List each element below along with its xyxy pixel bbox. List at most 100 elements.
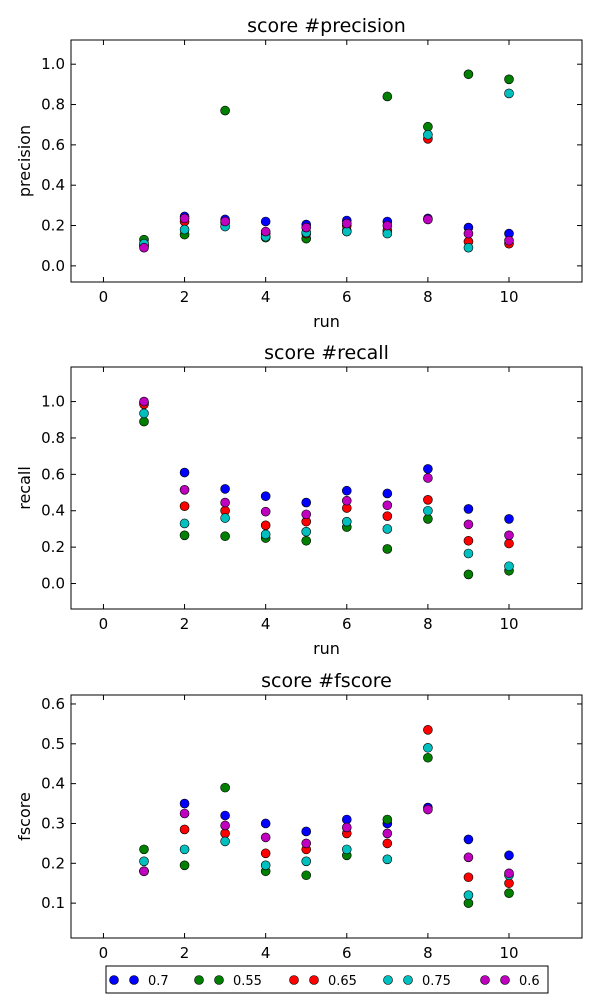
- y-tick-label: 0.6: [41, 136, 65, 154]
- data-point-series-0.55: [504, 888, 514, 898]
- data-point-series-0.55: [220, 531, 230, 542]
- x-tick-label: 0: [99, 615, 109, 633]
- data-point-series-0.55: [504, 74, 514, 85]
- data-point-series-0.7: [260, 491, 271, 501]
- legend-marker: [194, 975, 204, 985]
- data-point-series-0.6: [301, 838, 312, 849]
- data-point-series-0.6: [301, 222, 312, 233]
- y-tick-label: 1.0: [41, 55, 65, 73]
- data-point-series-0.55: [220, 782, 230, 793]
- x-tick-label: 0: [99, 944, 109, 962]
- x-tick-label: 6: [342, 944, 352, 962]
- data-point-series-0.55: [423, 121, 433, 132]
- data-point-series-0.6: [260, 506, 271, 517]
- y-tick-label: 1.0: [41, 393, 65, 411]
- data-point-series-0.75: [382, 524, 393, 534]
- x-tick-label: 4: [261, 615, 271, 633]
- data-point-series-0.65: [260, 848, 271, 859]
- data-point-series-0.75: [341, 226, 352, 237]
- data-point-series-0.55: [179, 530, 190, 541]
- chart-title: score #fscore: [261, 670, 392, 692]
- data-point-series-0.6: [139, 396, 149, 407]
- data-point-series-0.6: [139, 242, 149, 253]
- data-point-series-0.65: [382, 511, 393, 522]
- data-point-series-0.75: [220, 513, 230, 523]
- x-tick-label: 6: [342, 288, 352, 306]
- plot-area: [70, 694, 583, 939]
- data-point-series-0.75: [179, 224, 190, 235]
- y-tick-label: 0.4: [41, 775, 65, 793]
- x-tick-label: 2: [180, 288, 190, 306]
- legend-marker: [500, 975, 510, 985]
- x-tick-label: 8: [423, 615, 433, 633]
- x-tick-label: 0: [99, 288, 109, 306]
- x-tick-label: 2: [180, 944, 190, 962]
- data-point-series-0.7: [463, 834, 474, 845]
- data-point-series-0.6: [341, 822, 352, 833]
- data-point-series-0.6: [463, 519, 474, 530]
- data-point-series-0.6: [220, 216, 230, 227]
- legend-label: 0.55: [233, 974, 262, 989]
- plot-area: [70, 366, 583, 610]
- data-point-series-0.55: [463, 898, 474, 908]
- x-tick-label: 6: [342, 615, 352, 633]
- data-point-series-0.6: [423, 804, 433, 815]
- data-point-series-0.75: [423, 505, 433, 516]
- legend-marker: [309, 975, 319, 985]
- data-point-series-0.6: [504, 530, 514, 541]
- legend-label: 0.7: [148, 974, 169, 989]
- data-point-series-0.65: [220, 828, 230, 839]
- data-point-series-0.55: [382, 544, 393, 554]
- x-tick-label: 10: [499, 288, 518, 306]
- data-point-series-0.6: [382, 828, 393, 839]
- y-tick-label: 0.4: [41, 502, 65, 520]
- data-point-series-0.75: [260, 529, 271, 540]
- data-point-series-0.6: [504, 235, 514, 246]
- data-point-series-0.55: [139, 844, 149, 855]
- y-tick-label: 0.2: [41, 854, 65, 872]
- x-axis-label: run: [313, 312, 340, 331]
- data-point-series-0.6: [463, 852, 474, 863]
- data-point-series-0.75: [423, 742, 433, 753]
- legend-marker: [403, 975, 413, 985]
- data-point-series-0.7: [341, 814, 352, 825]
- x-axis-label: run: [313, 639, 340, 658]
- data-point-series-0.75: [301, 526, 312, 537]
- data-point-series-0.55: [382, 91, 393, 102]
- data-point-series-0.7: [179, 467, 190, 478]
- chart-panel-2: 0 2 4 6 8 10 0.0 0.2 0.4 0.6 0.8 1.0 score #recall ru…: [15, 342, 583, 658]
- data-point-series-0.75: [423, 129, 433, 140]
- data-point-series-0.75: [504, 88, 514, 99]
- data-point-series-0.7: [463, 504, 474, 514]
- y-tick-label: 0.8: [41, 429, 65, 447]
- x-tick-label: 2: [180, 615, 190, 633]
- data-point-series-0.6: [220, 820, 230, 831]
- data-point-series-0.75: [463, 242, 474, 253]
- legend-marker: [109, 975, 119, 985]
- data-point-series-0.65: [423, 725, 433, 735]
- data-point-series-0.6: [139, 866, 149, 877]
- chart-panel-1: 0 2 4 6 8 10 0.0 0.2 0.4 0.6 0.8 1.0 score #precisio…: [15, 15, 583, 331]
- data-point-series-0.7: [220, 484, 230, 494]
- data-point-series-0.7: [423, 464, 433, 474]
- data-point-series-0.75: [220, 836, 230, 847]
- data-point-series-0.65: [463, 535, 474, 546]
- data-point-series-0.7: [504, 514, 514, 524]
- data-point-series-0.75: [463, 548, 474, 559]
- y-tick-label: 0.6: [41, 465, 65, 483]
- data-point-series-0.6: [382, 220, 393, 231]
- y-tick-label: 0.6: [41, 695, 65, 713]
- y-axis-label: precision: [15, 125, 34, 197]
- data-point-series-0.55: [301, 870, 312, 881]
- y-tick-label: 0.3: [41, 814, 65, 832]
- data-point-series-0.75: [139, 408, 149, 419]
- legend-label: 0.6: [519, 974, 540, 989]
- data-point-series-0.7: [301, 826, 312, 837]
- data-point-series-0.65: [179, 501, 190, 511]
- data-point-series-0.6: [260, 226, 271, 237]
- chart-title: score #precision: [247, 15, 406, 37]
- y-tick-label: 0.0: [41, 575, 65, 593]
- legend: 0.7 0.55 0.65 0.75 0.6: [105, 965, 549, 994]
- legend-box: [105, 965, 549, 994]
